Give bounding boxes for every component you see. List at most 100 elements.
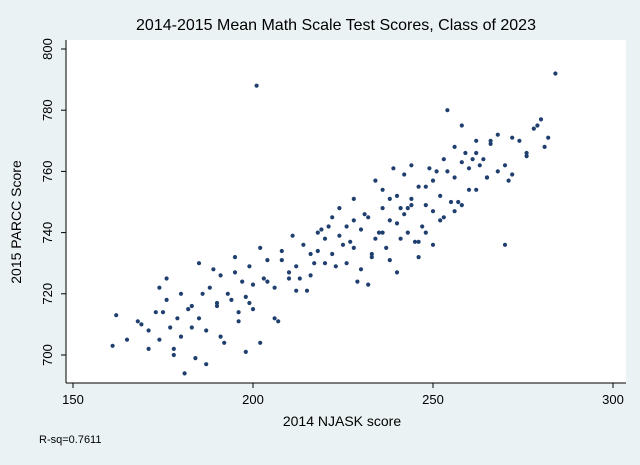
- data-point: [232, 270, 238, 275]
- data-point: [330, 251, 335, 257]
- data-point: [524, 154, 529, 159]
- data-point: [294, 264, 299, 269]
- data-point: [438, 193, 443, 198]
- data-point: [236, 310, 241, 315]
- data-point: [394, 193, 400, 198]
- data-point: [344, 224, 349, 229]
- data-point: [193, 356, 198, 361]
- data-point: [452, 209, 457, 214]
- data-point: [452, 175, 457, 180]
- data-point: [502, 242, 508, 247]
- data-point: [315, 230, 320, 235]
- data-point: [488, 138, 493, 143]
- data-point: [384, 245, 389, 250]
- data-point: [146, 328, 151, 333]
- x-tick-label: 150: [62, 392, 84, 407]
- data-point: [319, 227, 324, 232]
- data-point: [322, 236, 328, 241]
- data-point: [481, 157, 486, 162]
- data-point: [409, 203, 414, 208]
- data-point: [351, 245, 356, 250]
- data-point: [456, 199, 461, 205]
- data-point: [326, 224, 331, 229]
- data-point: [243, 349, 248, 354]
- data-point: [366, 215, 371, 220]
- data-point: [416, 239, 421, 244]
- data-point: [214, 303, 220, 309]
- r-squared-note: R-sq=0.7611: [39, 434, 101, 446]
- data-point: [250, 282, 256, 287]
- data-point: [178, 334, 184, 339]
- data-point: [322, 261, 328, 266]
- data-point: [243, 294, 248, 299]
- data-point: [218, 334, 223, 339]
- data-point: [196, 316, 202, 321]
- data-point: [495, 169, 500, 174]
- data-point: [272, 285, 277, 290]
- data-point: [441, 157, 446, 162]
- data-point: [351, 218, 356, 223]
- data-point: [168, 325, 173, 330]
- data-point: [272, 316, 277, 321]
- data-point: [387, 196, 392, 201]
- data-point: [387, 258, 392, 263]
- data-point: [186, 307, 191, 312]
- data-point: [542, 144, 547, 149]
- data-point: [409, 163, 414, 168]
- data-point: [510, 135, 515, 140]
- data-point: [376, 230, 382, 235]
- data-point: [157, 337, 162, 342]
- data-point: [175, 316, 180, 321]
- data-point: [232, 255, 238, 260]
- x-axis: 150 200 250 300: [62, 382, 626, 407]
- data-point: [502, 163, 508, 168]
- data-point: [510, 172, 515, 177]
- data-point: [474, 187, 479, 192]
- data-point: [247, 300, 252, 306]
- scatter-points: [110, 71, 558, 376]
- data-point: [538, 117, 544, 122]
- data-point: [484, 175, 490, 180]
- data-point: [286, 276, 292, 281]
- y-tick-label: 720: [40, 283, 55, 305]
- data-point: [240, 279, 245, 284]
- data-point: [135, 319, 140, 324]
- data-point: [420, 224, 425, 229]
- x-tick-label: 200: [242, 392, 264, 407]
- data-point: [312, 261, 317, 266]
- data-point: [225, 291, 230, 296]
- x-tick-label: 300: [602, 392, 624, 407]
- plot-area: [66, 40, 626, 383]
- data-point: [229, 297, 234, 302]
- data-point: [258, 245, 263, 250]
- data-point: [337, 233, 342, 238]
- data-point: [114, 313, 119, 318]
- data-point: [430, 178, 436, 183]
- data-point: [351, 196, 356, 201]
- x-axis-title: 2014 NJASK score: [283, 413, 401, 429]
- data-point: [423, 184, 428, 189]
- data-point: [495, 132, 500, 137]
- data-point: [445, 108, 450, 113]
- data-point: [452, 144, 457, 149]
- data-point: [250, 307, 256, 312]
- data-point: [297, 276, 302, 281]
- data-point: [279, 248, 284, 254]
- data-point: [409, 196, 414, 201]
- data-point: [294, 288, 299, 293]
- data-point: [348, 239, 353, 244]
- data-point: [355, 279, 360, 284]
- data-point: [261, 276, 266, 281]
- data-point: [236, 319, 241, 324]
- data-point: [531, 126, 536, 131]
- data-point: [405, 230, 410, 235]
- data-point: [391, 166, 396, 171]
- data-point: [358, 267, 364, 272]
- data-point: [204, 328, 209, 333]
- data-point: [380, 187, 385, 192]
- data-point: [463, 150, 468, 156]
- data-point: [430, 209, 436, 214]
- data-point: [340, 242, 346, 247]
- data-point: [110, 343, 115, 348]
- data-point: [517, 138, 522, 143]
